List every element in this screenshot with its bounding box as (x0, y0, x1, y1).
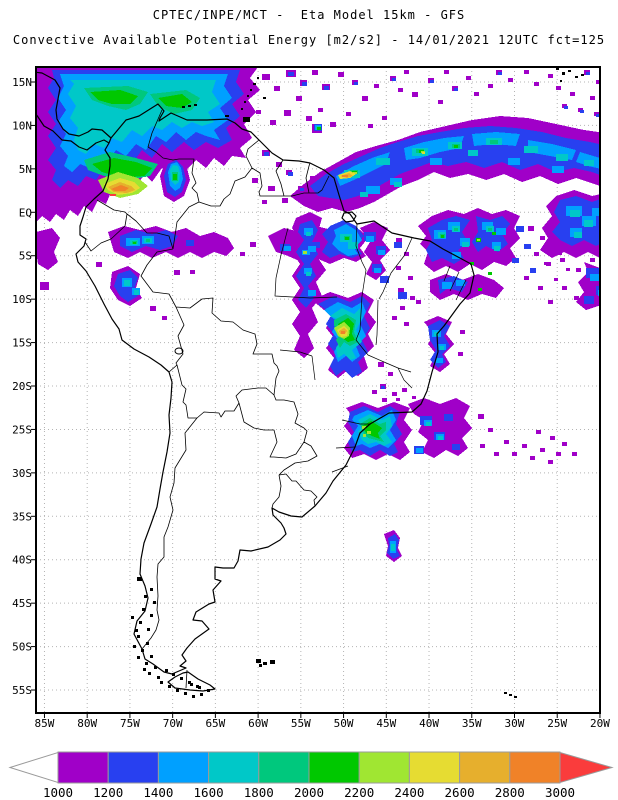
map-title-line2: Convective Available Potential Energy [m… (12, 33, 606, 47)
lat-label-55S: 55S (12, 684, 32, 697)
lat-label-15N: 15N (12, 76, 32, 89)
lon-label-30W: 30W (505, 717, 525, 730)
lat-label-45S: 45S (12, 597, 32, 610)
map-frame (35, 66, 601, 714)
central-america-coastline (36, 71, 112, 151)
lon-label-25W: 25W (547, 717, 567, 730)
lat-label-10N: 10N (12, 119, 32, 132)
country-borders (84, 109, 330, 689)
axis-ticks (31, 81, 601, 718)
colorbar-value-1800: 1800 (244, 785, 274, 800)
colorbar-value-1200: 1200 (93, 785, 123, 800)
lat-label-EQ: EQ (19, 206, 32, 219)
colorbar-value-1400: 1400 (143, 785, 173, 800)
cape-level-2200 (98, 151, 480, 437)
lat-label-40S: 40S (12, 554, 32, 567)
colorbar-value-2200: 2200 (344, 785, 374, 800)
lat-label-5S: 5S (19, 250, 32, 263)
colorbar-value-2600: 2600 (445, 785, 475, 800)
lon-label-80W: 80W (77, 717, 97, 730)
coastlines (36, 68, 584, 698)
lat-label-35S: 35S (12, 510, 32, 523)
colorbar-value-2800: 2800 (495, 785, 525, 800)
state-borders (274, 223, 467, 473)
lat-label-5N: 5N (19, 163, 32, 176)
lon-label-70W: 70W (163, 717, 183, 730)
south-america-coastline (75, 103, 475, 675)
colorbar-right-arrow (559, 751, 614, 784)
longitude-axis-labels: 85W 80W 75W 70W 65W 60W 55W 50W 45W 40W 35W 30W 25W 2… (35, 717, 611, 730)
lat-label-20S: 20S (12, 380, 32, 393)
lat-label-30S: 30S (12, 467, 32, 480)
country-border-lines (84, 109, 330, 689)
cape-level-3000 (110, 194, 116, 196)
cape-level-1600 (68, 80, 594, 551)
lon-label-45W: 45W (376, 717, 396, 730)
lat-label-10S: 10S (12, 293, 32, 306)
colorbar-legend: 1000 1200 1400 1600 1800 2000 2200 2400 2600 2800… (8, 751, 614, 800)
tierra-del-fuego-coastline (167, 671, 216, 692)
colorbar-box-2200 (358, 751, 410, 784)
cape-level-2600 (108, 173, 353, 334)
cape-level-1400 (58, 74, 600, 553)
map-title-line1: CPTEC/INPE/MCT - Eta Model 15km - GFS (152, 8, 466, 22)
lon-label-85W: 85W (35, 717, 55, 730)
lon-label-40W: 40W (419, 717, 439, 730)
colorbar-box-1000 (57, 751, 109, 784)
marajo-island (341, 211, 357, 223)
lon-label-50W: 50W (334, 717, 354, 730)
colorbar-box-2600 (459, 751, 511, 784)
colorbar-box-2400 (408, 751, 461, 784)
colorbar-value-3000: 3000 (545, 785, 575, 800)
colorbar-value-2000: 2000 (294, 785, 324, 800)
colorbar-box-2800 (509, 751, 561, 784)
colorbar-value-1600: 1600 (194, 785, 224, 800)
brazil-state-border-lines (274, 223, 467, 473)
cape-shading (36, 67, 600, 562)
colorbar-box-1400 (157, 751, 210, 784)
lake-titicaca (174, 347, 184, 355)
lon-label-60W: 60W (248, 717, 268, 730)
colorbar-box-1600 (208, 751, 260, 784)
colorbar-left-arrow (8, 751, 59, 784)
lat-label-50S: 50S (12, 641, 32, 654)
colorbar-box-1200 (107, 751, 159, 784)
colorbar-value-1000: 1000 (43, 785, 73, 800)
colorbar-box-1800 (258, 751, 310, 784)
lon-label-55W: 55W (291, 717, 311, 730)
colorbar-box-2000 (308, 751, 360, 784)
lon-label-65W: 65W (205, 717, 225, 730)
lat-label-25S: 25S (12, 423, 32, 436)
lat-label-15S: 15S (12, 337, 32, 350)
lon-label-20W: 20W (590, 717, 610, 730)
latitude-axis-labels: 15N 10N 5N EQ 5S 10S 15S 20S 25S 30S 35S 40S 45S 50S 5… (12, 76, 32, 697)
colorbar-value-2400: 2400 (394, 785, 424, 800)
lon-label-35W: 35W (462, 717, 482, 730)
lon-label-75W: 75W (120, 717, 140, 730)
